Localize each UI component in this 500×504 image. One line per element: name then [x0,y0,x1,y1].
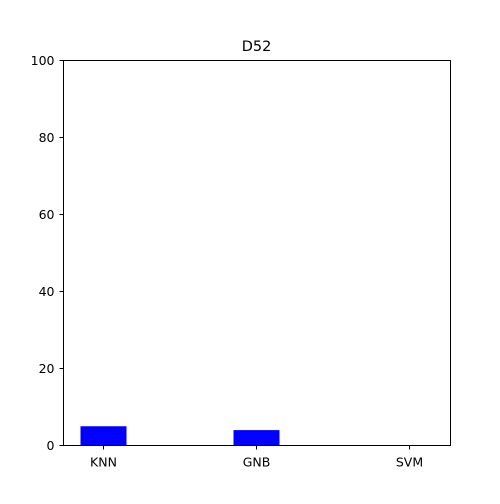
x-tick-label-gnb: GNB [243,455,271,470]
y-tick-label-60: 60 [39,207,55,222]
bar-knn [80,426,127,446]
chart-title: D52 [242,39,272,55]
y-axis: 0 20 40 60 80 100 [31,53,64,453]
y-tick-label-20: 20 [39,361,55,376]
y-tick-label-0: 0 [47,438,55,453]
y-tick-label-40: 40 [39,284,55,299]
y-tick-label-100: 100 [31,53,55,68]
x-axis: KNN GNB SVM [90,445,423,470]
x-tick-label-svm: SVM [396,455,423,470]
plot-frame [63,60,451,446]
y-tick-label-80: 80 [39,130,55,145]
bar-gnb [233,430,280,446]
x-tick-label-knn: KNN [90,455,117,470]
bars-layer [80,426,280,446]
